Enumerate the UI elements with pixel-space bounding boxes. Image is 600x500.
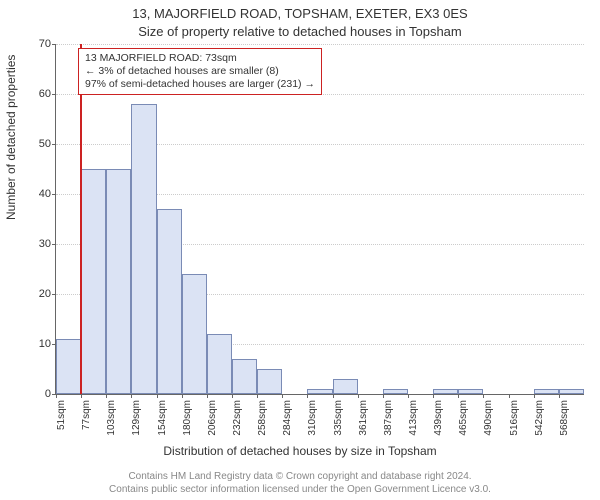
x-tick-label: 413sqm [408,400,412,436]
y-tick-mark [52,94,56,95]
annotation-line: 97% of semi-detached houses are larger (… [85,78,315,91]
x-tick-mark [534,394,535,398]
x-tick-label: 258sqm [257,400,261,436]
x-tick-mark [333,394,334,398]
x-tick-label: 542sqm [534,400,538,436]
x-tick-label: 129sqm [131,400,135,436]
x-tick-mark [257,394,258,398]
title-line-1: 13, MAJORFIELD ROAD, TOPSHAM, EXETER, EX… [0,6,600,21]
x-tick-label: 439sqm [433,400,437,436]
title-line-2: Size of property relative to detached ho… [0,24,600,39]
y-tick-label: 0 [26,388,51,400]
x-tick-mark [232,394,233,398]
histogram-bar [333,379,358,394]
histogram-bar [131,104,156,394]
x-tick-mark [56,394,57,398]
footer-text: Contains HM Land Registry data © Crown c… [0,470,600,496]
histogram-bar [559,389,584,394]
y-tick-mark [52,144,56,145]
x-tick-mark [307,394,308,398]
histogram-bar [257,369,282,394]
footer-line: Contains HM Land Registry data © Crown c… [0,470,600,483]
x-tick-label: 516sqm [509,400,513,436]
x-tick-label: 154sqm [157,400,161,436]
x-tick-mark [106,394,107,398]
y-axis-label: Number of detached properties [4,55,18,220]
x-tick-mark [81,394,82,398]
x-tick-mark [182,394,183,398]
x-tick-label: 180sqm [182,400,186,436]
x-tick-mark [383,394,384,398]
y-tick-label: 10 [26,338,51,350]
histogram-bar [81,169,106,394]
x-tick-mark [458,394,459,398]
y-tick-label: 70 [26,38,51,50]
x-tick-label: 103sqm [106,400,110,436]
x-tick-label: 335sqm [333,400,337,436]
property-marker-line [80,44,82,394]
chart-container: 13, MAJORFIELD ROAD, TOPSHAM, EXETER, EX… [0,0,600,500]
histogram-bar [433,389,458,394]
y-tick-label: 60 [26,88,51,100]
histogram-bar [383,389,408,394]
histogram-bar [458,389,483,394]
annotation-line: ← 3% of detached houses are smaller (8) [85,65,315,78]
x-tick-label: 51sqm [56,400,60,430]
histogram-bar [56,339,81,394]
footer-line: Contains public sector information licen… [0,483,600,496]
x-tick-label: 284sqm [282,400,286,436]
histogram-bar [307,389,332,394]
x-tick-mark [358,394,359,398]
annotation-box: 13 MAJORFIELD ROAD: 73sqm ← 3% of detach… [78,48,322,95]
x-tick-mark [408,394,409,398]
x-tick-label: 232sqm [232,400,236,436]
x-tick-mark [131,394,132,398]
x-tick-label: 310sqm [307,400,311,436]
x-tick-label: 361sqm [358,400,362,436]
x-tick-label: 465sqm [458,400,462,436]
y-tick-mark [52,294,56,295]
x-tick-label: 77sqm [81,400,85,430]
x-tick-mark [509,394,510,398]
x-tick-label: 490sqm [483,400,487,436]
x-tick-mark [207,394,208,398]
histogram-bar [232,359,257,394]
x-tick-mark [433,394,434,398]
y-tick-label: 40 [26,188,51,200]
y-tick-label: 50 [26,138,51,150]
gridline [56,44,584,45]
y-tick-mark [52,244,56,245]
x-tick-label: 206sqm [207,400,211,436]
histogram-bar [207,334,232,394]
x-tick-mark [282,394,283,398]
x-tick-label: 568sqm [559,400,563,436]
x-axis-label: Distribution of detached houses by size … [0,444,600,458]
y-tick-mark [52,44,56,45]
y-tick-label: 20 [26,288,51,300]
x-tick-label: 387sqm [383,400,387,436]
histogram-bar [157,209,182,394]
x-tick-mark [559,394,560,398]
x-tick-mark [157,394,158,398]
histogram-bar [182,274,207,394]
histogram-bar [534,389,559,394]
x-tick-mark [483,394,484,398]
y-tick-label: 30 [26,238,51,250]
y-tick-mark [52,194,56,195]
histogram-bar [106,169,131,394]
annotation-line: 13 MAJORFIELD ROAD: 73sqm [85,52,315,65]
plot-area: 01020304050607051sqm77sqm103sqm129sqm154… [55,44,584,395]
